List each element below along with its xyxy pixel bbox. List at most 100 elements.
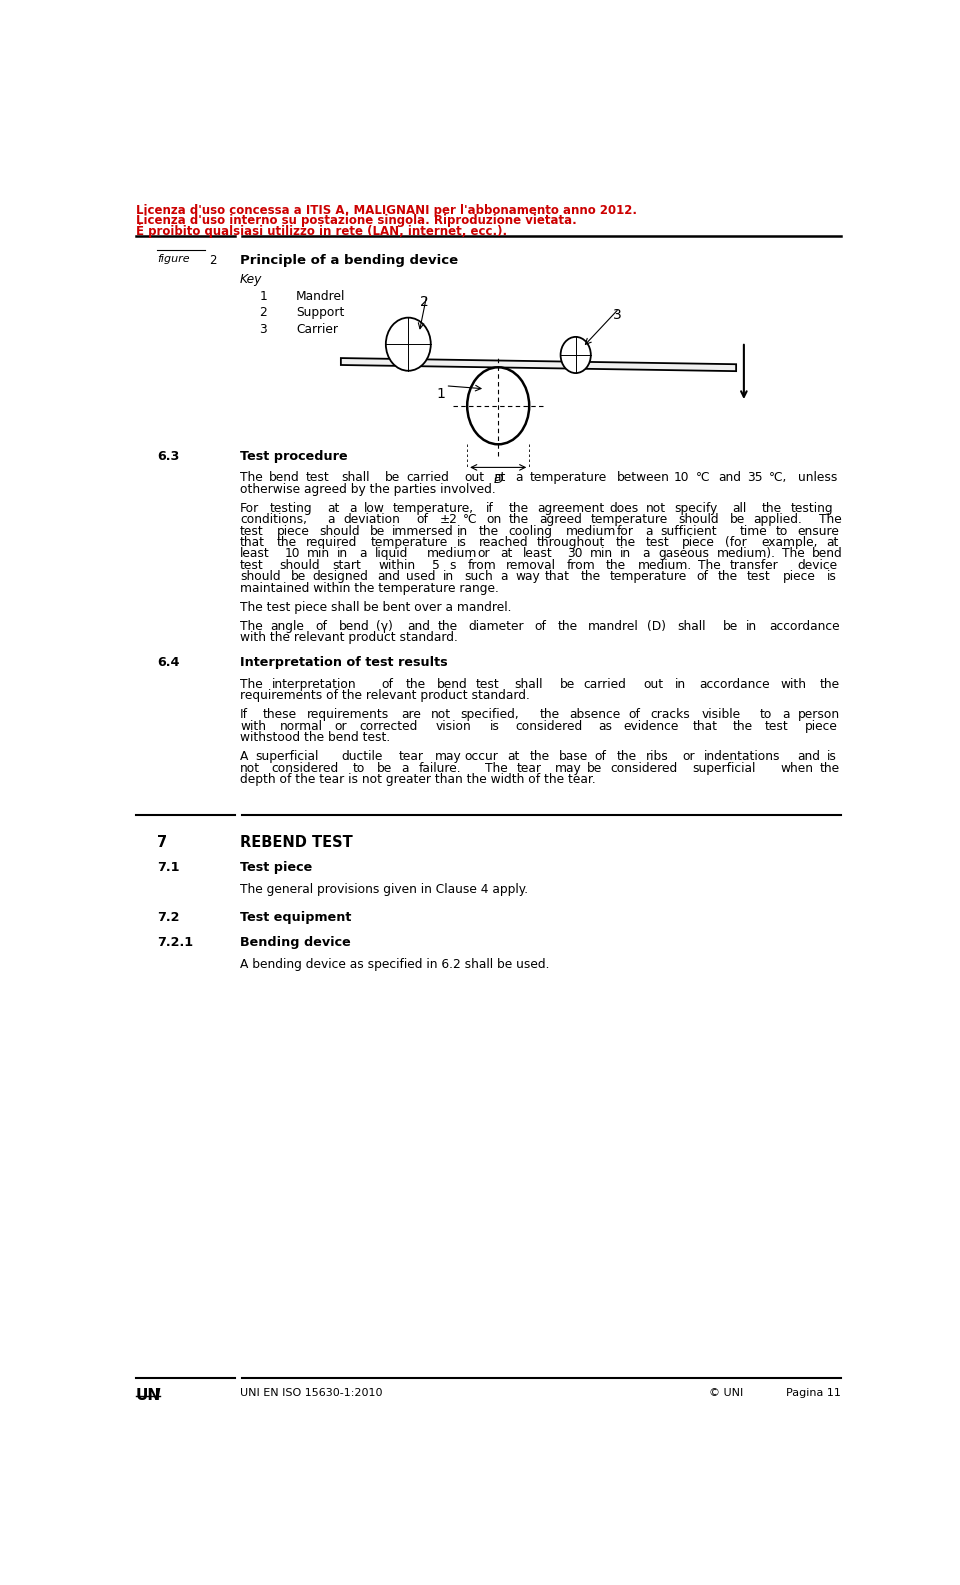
Text: UNI EN ISO 15630-1:2010: UNI EN ISO 15630-1:2010 xyxy=(240,1387,383,1398)
Text: be: be xyxy=(291,571,306,583)
Text: the: the xyxy=(509,514,529,526)
Text: example,: example, xyxy=(761,536,818,548)
Text: the: the xyxy=(616,750,636,764)
Text: medium: medium xyxy=(426,547,477,561)
Text: requirements: requirements xyxy=(306,708,389,721)
Text: in: in xyxy=(675,678,686,691)
Text: 3: 3 xyxy=(612,309,622,322)
Text: liquid: liquid xyxy=(375,547,408,561)
Text: test: test xyxy=(747,571,771,583)
Text: within: within xyxy=(379,560,416,572)
Text: that: that xyxy=(240,536,265,548)
Text: withstood the bend test.: withstood the bend test. xyxy=(240,731,391,745)
Text: are: are xyxy=(400,708,420,721)
Text: normal: normal xyxy=(280,720,323,732)
Text: a: a xyxy=(782,708,790,721)
Text: low: low xyxy=(364,502,385,515)
Text: 5: 5 xyxy=(432,560,440,572)
Ellipse shape xyxy=(561,338,590,372)
Text: the: the xyxy=(581,571,601,583)
Text: person: person xyxy=(798,708,840,721)
Text: a: a xyxy=(327,514,335,526)
Ellipse shape xyxy=(468,368,529,444)
Text: I: I xyxy=(155,1387,160,1403)
Text: as: as xyxy=(598,720,612,732)
Text: and: and xyxy=(718,471,741,485)
Text: the: the xyxy=(406,678,426,691)
Text: tear: tear xyxy=(399,750,424,764)
Text: absence: absence xyxy=(569,708,621,721)
Text: considered: considered xyxy=(516,720,583,732)
Text: °C,: °C, xyxy=(769,471,787,485)
Text: the: the xyxy=(540,708,560,721)
Text: 7.1: 7.1 xyxy=(157,862,180,875)
Text: 7: 7 xyxy=(157,835,167,850)
Text: sufficient: sufficient xyxy=(660,525,717,537)
Text: unless: unless xyxy=(798,471,837,485)
Text: occur: occur xyxy=(465,750,498,764)
Text: out: out xyxy=(465,471,485,485)
Text: shall: shall xyxy=(342,471,370,485)
Text: min: min xyxy=(590,547,613,561)
Text: at: at xyxy=(508,750,520,764)
Text: in: in xyxy=(746,620,756,632)
Text: Pagina 11: Pagina 11 xyxy=(786,1387,841,1398)
Text: and: and xyxy=(798,750,821,764)
Text: The: The xyxy=(240,471,263,485)
Text: piece: piece xyxy=(682,536,714,548)
Text: depth of the tear is not greater than the width of the tear.: depth of the tear is not greater than th… xyxy=(240,773,596,786)
Text: a: a xyxy=(516,471,523,485)
Text: Licenza d'uso interno su postazione singola. Riproduzione vietata.: Licenza d'uso interno su postazione sing… xyxy=(135,214,576,227)
Text: in: in xyxy=(457,525,468,537)
Text: temperature: temperature xyxy=(591,514,668,526)
Text: carried: carried xyxy=(407,471,449,485)
Text: a: a xyxy=(360,547,367,561)
Text: UN: UN xyxy=(135,1387,160,1403)
Text: For: For xyxy=(240,502,259,515)
Text: should: should xyxy=(320,525,360,537)
Text: testing: testing xyxy=(269,502,312,515)
Text: a: a xyxy=(642,547,650,561)
Text: shall: shall xyxy=(678,620,707,632)
Text: throughout: throughout xyxy=(537,536,605,548)
Ellipse shape xyxy=(386,317,431,371)
Text: The: The xyxy=(819,514,842,526)
Text: cooling: cooling xyxy=(508,525,552,537)
Text: ±2: ±2 xyxy=(440,514,458,526)
Text: tear: tear xyxy=(516,762,541,775)
Text: Principle of a bending device: Principle of a bending device xyxy=(240,254,458,268)
Text: If: If xyxy=(240,708,248,721)
Text: REBEND TEST: REBEND TEST xyxy=(240,835,353,850)
Text: gaseous: gaseous xyxy=(659,547,709,561)
Text: that: that xyxy=(692,720,717,732)
Text: when: when xyxy=(780,762,814,775)
Text: at: at xyxy=(327,502,339,515)
Text: be: be xyxy=(371,525,386,537)
Text: removal: removal xyxy=(506,560,556,572)
Text: the: the xyxy=(438,620,458,632)
Text: in: in xyxy=(337,547,348,561)
Text: accordance: accordance xyxy=(769,620,840,632)
Text: from: from xyxy=(566,560,595,572)
Text: all: all xyxy=(732,502,747,515)
Text: does: does xyxy=(610,502,638,515)
Text: at: at xyxy=(827,536,839,548)
Text: for: for xyxy=(616,525,634,537)
Text: and: and xyxy=(377,571,400,583)
Text: a: a xyxy=(646,525,653,537)
Text: indentations: indentations xyxy=(704,750,780,764)
Text: The: The xyxy=(240,678,263,691)
Text: the: the xyxy=(718,571,738,583)
Text: between: between xyxy=(616,471,669,485)
Text: of: of xyxy=(628,708,639,721)
Text: diameter: diameter xyxy=(468,620,523,632)
Text: Test procedure: Test procedure xyxy=(240,450,348,463)
Text: test: test xyxy=(645,536,669,548)
Text: medium.: medium. xyxy=(637,560,692,572)
Text: medium).: medium). xyxy=(716,547,776,561)
Text: the: the xyxy=(508,502,528,515)
Text: in: in xyxy=(620,547,631,561)
Text: reached: reached xyxy=(479,536,529,548)
Text: be: be xyxy=(385,471,400,485)
Text: The test piece shall be bent over a mandrel.: The test piece shall be bent over a mand… xyxy=(240,601,512,613)
